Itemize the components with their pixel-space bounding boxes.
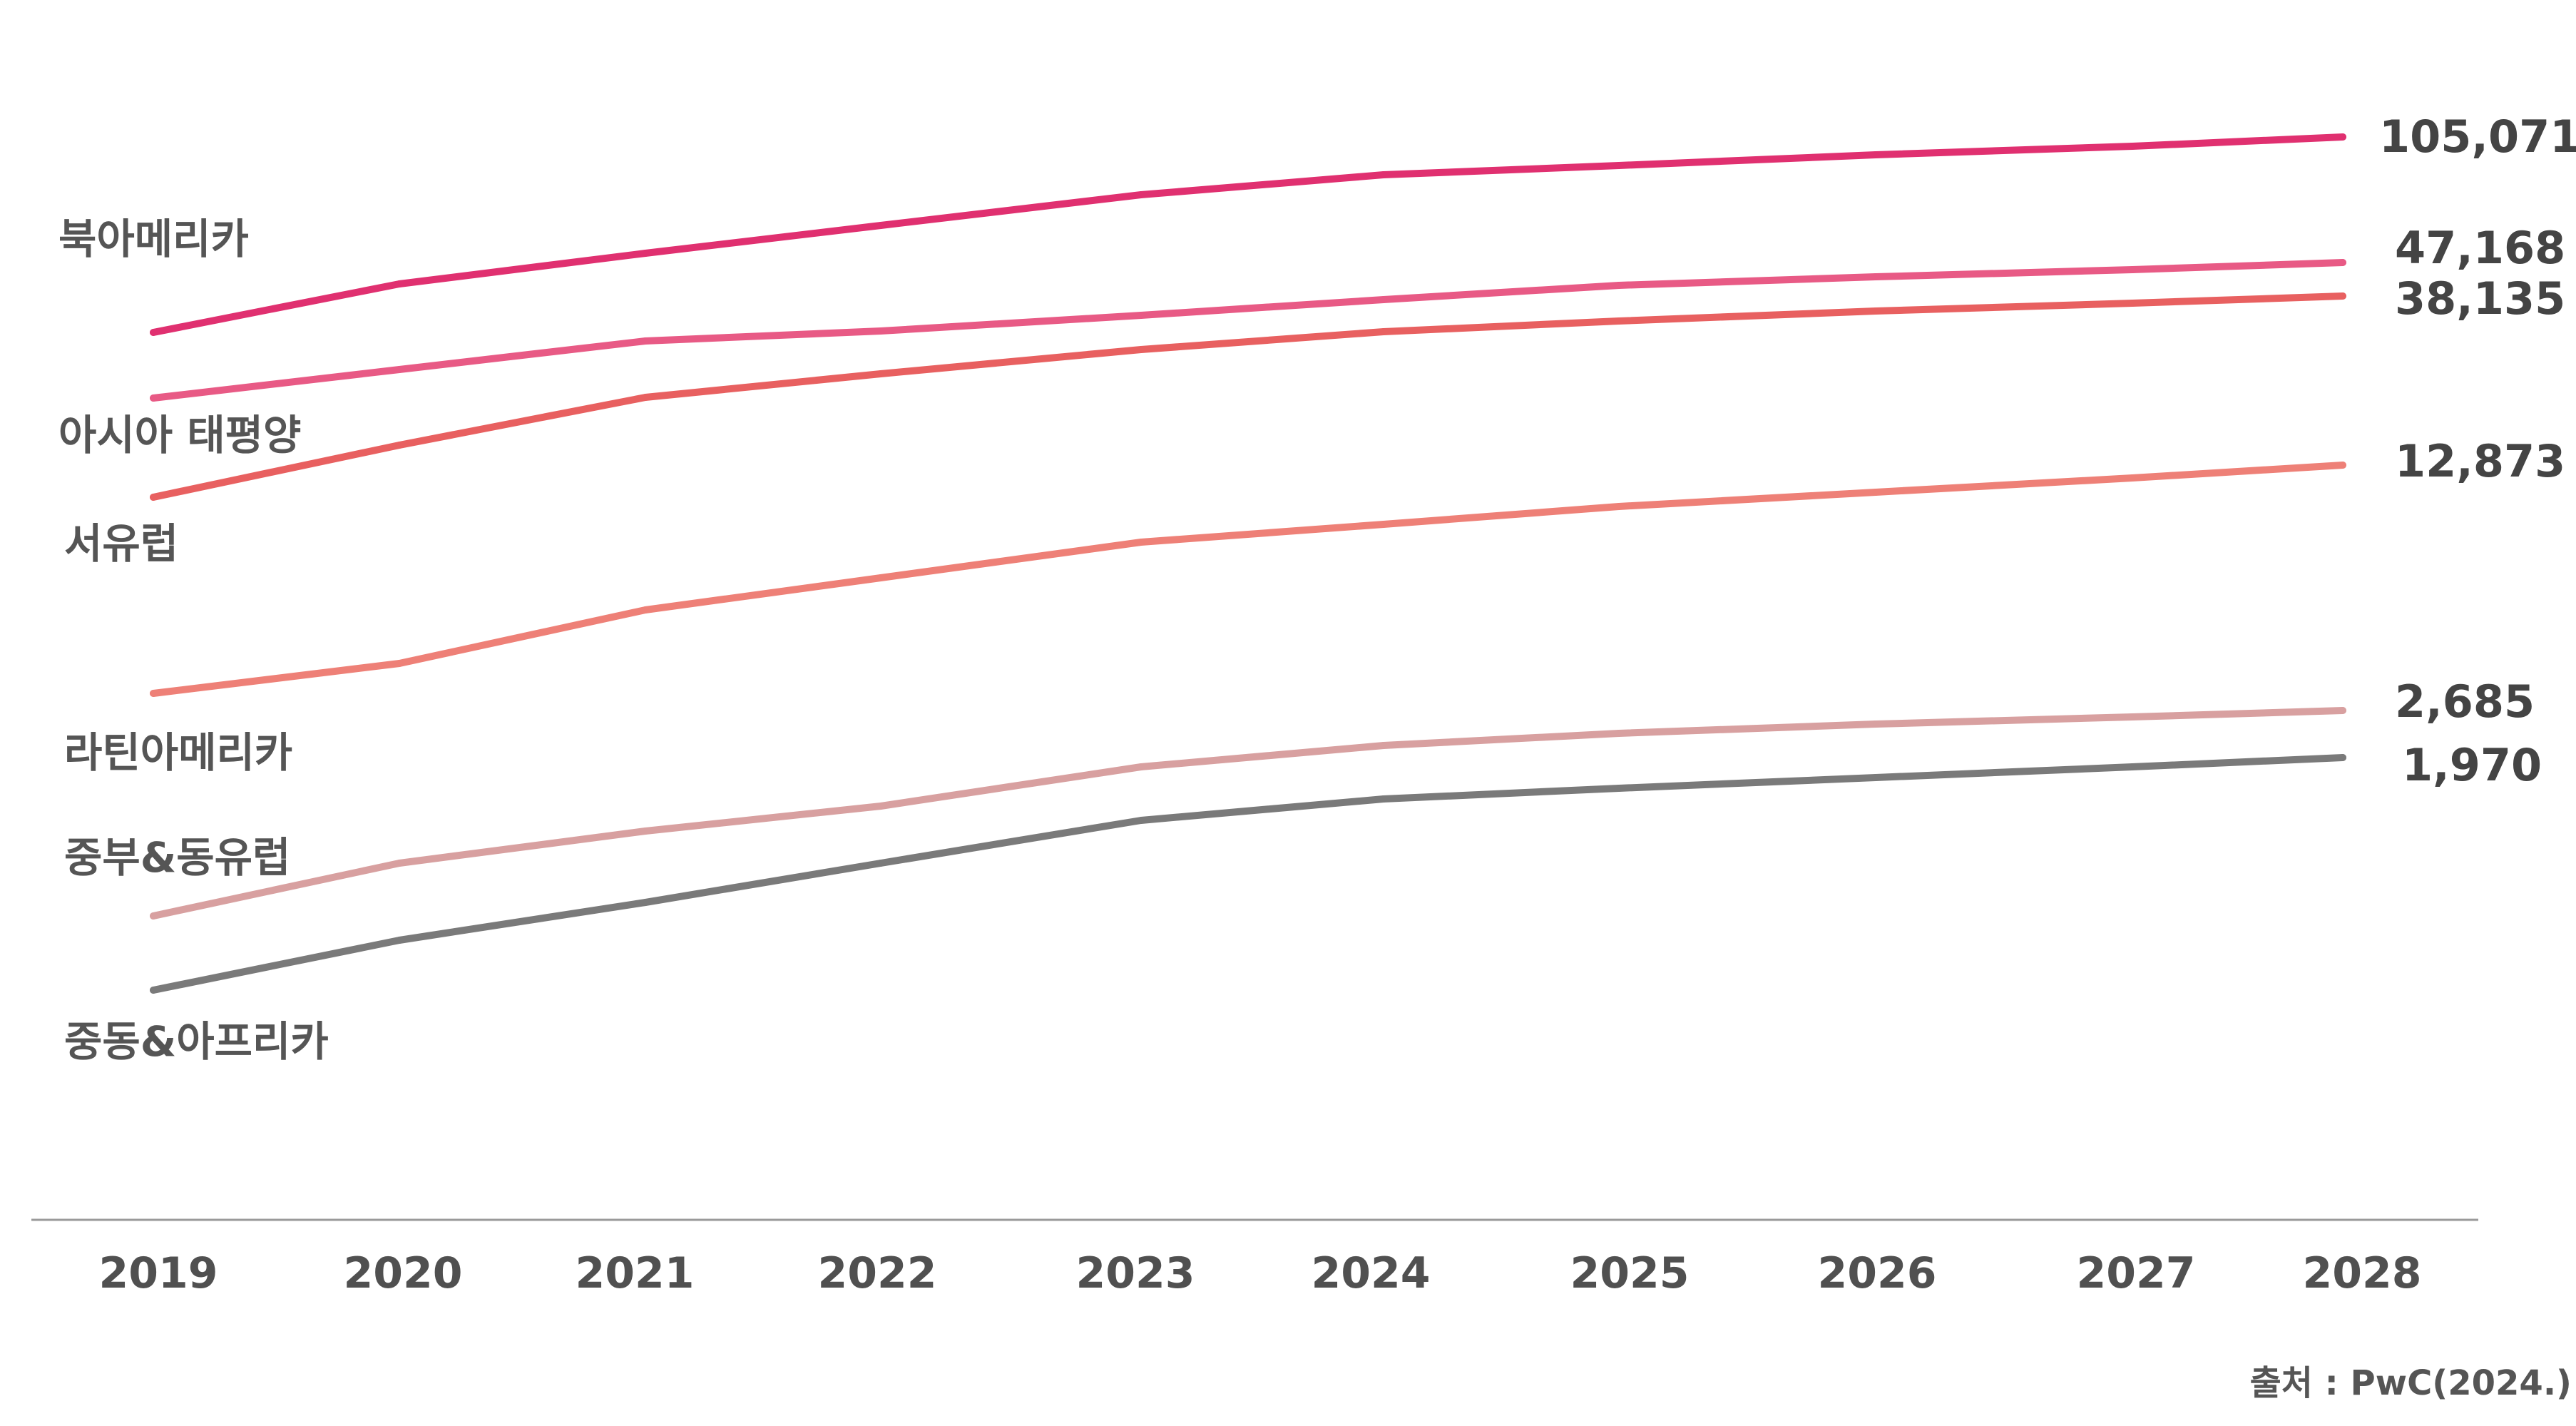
x-tick-label-2020: 2020 [344, 1248, 463, 1298]
data-point-4-2022 [877, 803, 884, 810]
data-point-3-2021 [642, 606, 649, 613]
x-axis-ticks: 2019 2020 2021 2022 2023 2024 2025 2026 2027 2028 [99, 1248, 2422, 1298]
data-point-3-2026 [1872, 489, 1879, 496]
data-point-4-2021 [642, 827, 649, 835]
series-line-4 [150, 707, 2346, 920]
data-point-3-2023 [1138, 539, 1145, 546]
data-point-5-2021 [642, 899, 649, 906]
series-line-2 [150, 292, 2346, 501]
data-point-1-2021 [642, 337, 649, 345]
x-tick-label-2019: 2019 [99, 1248, 218, 1298]
data-point-3-2027 [2129, 474, 2136, 482]
data-point-4-2025 [1615, 730, 1622, 737]
end-value-label-2: 38,135 [2395, 273, 2565, 325]
data-point-5-2019 [150, 987, 157, 994]
data-point-0-2022 [877, 222, 884, 229]
data-point-0-2024 [1380, 171, 1387, 178]
data-point-3-2022 [877, 574, 884, 581]
data-point-4-2020 [396, 860, 403, 867]
x-tick-label-2023: 2023 [1076, 1248, 1195, 1298]
data-point-1-2026 [1872, 273, 1879, 280]
data-point-0-2023 [1138, 191, 1145, 198]
data-point-4-2026 [1872, 720, 1879, 728]
data-point-5-2027 [2129, 763, 2136, 770]
series-line-5 [150, 754, 2346, 994]
series-line-1 [150, 259, 2346, 402]
data-point-4-2027 [2129, 713, 2136, 720]
data-point-2-2019 [150, 494, 157, 501]
data-point-1-2022 [877, 327, 884, 335]
x-tick-label-2026: 2026 [1818, 1248, 1937, 1298]
data-point-2-2024 [1380, 328, 1387, 335]
data-point-1-2024 [1380, 296, 1387, 303]
data-point-2-2021 [642, 394, 649, 401]
data-point-0-2026 [1872, 151, 1879, 158]
series-line-0 [150, 133, 2346, 336]
data-point-3-2024 [1380, 521, 1387, 528]
data-point-5-2020 [396, 937, 403, 944]
data-point-1-2027 [2129, 266, 2136, 273]
data-point-2-2025 [1615, 317, 1622, 325]
data-point-2-2022 [877, 370, 884, 377]
data-point-1-2023 [1138, 312, 1145, 319]
end-value-label-4: 2,685 [2395, 676, 2535, 728]
data-point-1-2020 [396, 366, 403, 373]
data-point-2-2023 [1138, 346, 1145, 353]
data-point-2-2020 [396, 442, 403, 449]
x-tick-label-2024: 2024 [1312, 1248, 1431, 1298]
x-tick-label-2028: 2028 [2303, 1248, 2422, 1298]
data-point-0-2028 [2339, 133, 2346, 141]
data-point-0-2020 [396, 280, 403, 287]
series-name-label-4: 중부&동유럽 [64, 833, 290, 882]
data-point-5-2028 [2339, 754, 2346, 761]
data-point-0-2025 [1615, 162, 1622, 169]
series-name-label-3: 라틴아메리카 [64, 728, 292, 777]
data-point-5-2025 [1615, 785, 1622, 792]
data-point-4-2028 [2339, 707, 2346, 714]
data-point-5-2026 [1872, 774, 1879, 781]
series-name-label-1: 아시아 태평양 [58, 411, 301, 459]
data-point-2-2026 [1872, 307, 1879, 315]
end-value-label-1: 47,168 [2395, 222, 2565, 274]
end-value-label-5: 1,970 [2402, 739, 2542, 791]
data-point-5-2024 [1380, 795, 1387, 803]
data-point-5-2022 [877, 860, 884, 867]
series-lines [150, 133, 2346, 994]
data-point-4-2019 [150, 912, 157, 920]
data-point-3-2028 [2339, 462, 2346, 469]
x-tick-label-2025: 2025 [1570, 1248, 1690, 1298]
data-point-0-2019 [150, 329, 157, 336]
series-line-3 [150, 462, 2346, 697]
x-tick-label-2022: 2022 [818, 1248, 937, 1298]
data-point-3-2025 [1615, 503, 1622, 510]
data-point-3-2019 [150, 690, 157, 697]
series-name-label-5: 중동&아프리카 [64, 1017, 329, 1066]
data-point-2-2027 [2129, 300, 2136, 307]
data-point-1-2028 [2339, 259, 2346, 266]
data-point-2-2028 [2339, 292, 2346, 300]
series-name-label-0: 북아메리카 [58, 215, 249, 263]
data-point-1-2025 [1615, 282, 1622, 289]
end-value-label-0: 105,071 [2379, 111, 2576, 163]
source-note: 출처 : PwC(2024.) [2250, 1363, 2572, 1403]
data-point-5-2023 [1138, 817, 1145, 824]
data-point-4-2024 [1380, 742, 1387, 749]
data-point-4-2023 [1138, 763, 1145, 770]
data-point-0-2027 [2129, 143, 2136, 150]
x-tick-label-2027: 2027 [2077, 1248, 2196, 1298]
end-value-label-3: 12,873 [2395, 435, 2565, 487]
x-tick-label-2021: 2021 [576, 1248, 695, 1298]
series-name-label-2: 서유럽 [64, 519, 178, 568]
data-point-0-2021 [642, 250, 649, 257]
data-point-3-2020 [396, 660, 403, 667]
data-point-1-2019 [150, 394, 157, 402]
